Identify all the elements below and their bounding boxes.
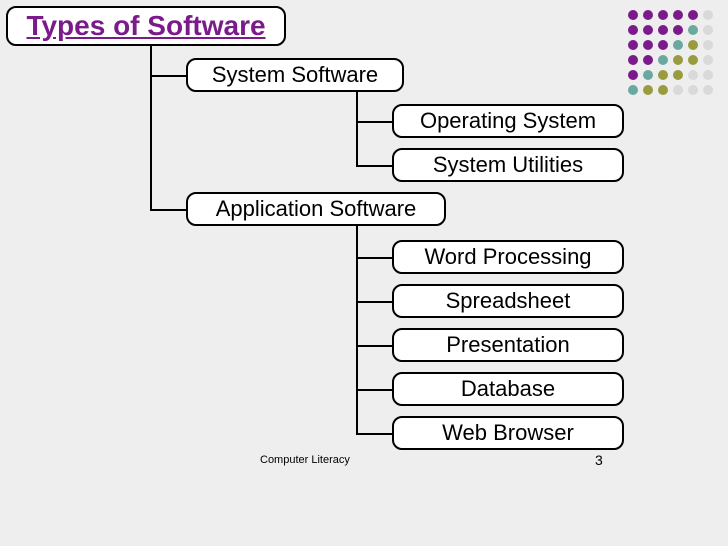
deco-dot xyxy=(703,85,713,95)
connector-v xyxy=(356,92,358,167)
node-pr: Presentation xyxy=(392,328,624,362)
deco-dot xyxy=(628,70,638,80)
deco-dot xyxy=(628,10,638,20)
node-app: Application Software xyxy=(186,192,446,226)
connector-h xyxy=(356,165,392,167)
deco-dot xyxy=(703,10,713,20)
node-label: Application Software xyxy=(216,196,417,222)
deco-dot xyxy=(673,25,683,35)
deco-dot xyxy=(673,55,683,65)
deco-dot xyxy=(628,55,638,65)
node-ss: Spreadsheet xyxy=(392,284,624,318)
deco-dot xyxy=(658,70,668,80)
deco-dot xyxy=(673,10,683,20)
node-label: Spreadsheet xyxy=(446,288,571,314)
connector-h xyxy=(356,345,392,347)
deco-dot xyxy=(688,55,698,65)
footer-title: Computer Literacy xyxy=(260,454,350,466)
node-label: Database xyxy=(461,376,555,402)
deco-dot xyxy=(688,85,698,95)
connector-h xyxy=(356,433,392,435)
deco-dot xyxy=(628,25,638,35)
root-label: Types of Software xyxy=(26,10,265,42)
node-sys: System Software xyxy=(186,58,404,92)
deco-dot xyxy=(658,10,668,20)
deco-dot xyxy=(643,25,653,35)
deco-dot xyxy=(688,10,698,20)
deco-dot xyxy=(658,40,668,50)
deco-dot xyxy=(688,40,698,50)
node-wp: Word Processing xyxy=(392,240,624,274)
node-label: Web Browser xyxy=(442,420,574,446)
node-wb: Web Browser xyxy=(392,416,624,450)
deco-dot xyxy=(673,85,683,95)
root-node: Types of Software xyxy=(6,6,286,46)
deco-dot xyxy=(643,70,653,80)
connector-h xyxy=(150,75,186,77)
deco-dot xyxy=(703,40,713,50)
deco-dot xyxy=(658,55,668,65)
deco-dot xyxy=(673,70,683,80)
node-db: Database xyxy=(392,372,624,406)
deco-dot xyxy=(643,10,653,20)
deco-dot xyxy=(628,85,638,95)
deco-dot xyxy=(688,70,698,80)
deco-dot xyxy=(703,55,713,65)
node-label: Presentation xyxy=(446,332,570,358)
deco-dot xyxy=(688,25,698,35)
node-os: Operating System xyxy=(392,104,624,138)
deco-dot xyxy=(643,85,653,95)
connector-h xyxy=(356,121,392,123)
deco-dot xyxy=(628,40,638,50)
deco-dot xyxy=(658,25,668,35)
deco-dot xyxy=(658,85,668,95)
node-label: Word Processing xyxy=(424,244,591,270)
connector-h xyxy=(356,257,392,259)
deco-dot xyxy=(703,70,713,80)
connector-h xyxy=(150,209,186,211)
deco-dot xyxy=(643,55,653,65)
node-util: System Utilities xyxy=(392,148,624,182)
deco-dot xyxy=(703,25,713,35)
deco-dot xyxy=(643,40,653,50)
page-number: 3 xyxy=(595,452,603,468)
node-label: Operating System xyxy=(420,108,596,134)
node-label: System Software xyxy=(212,62,378,88)
deco-dot xyxy=(673,40,683,50)
connector-h xyxy=(356,301,392,303)
connector-v xyxy=(150,46,152,211)
connector-h xyxy=(356,389,392,391)
node-label: System Utilities xyxy=(433,152,583,178)
